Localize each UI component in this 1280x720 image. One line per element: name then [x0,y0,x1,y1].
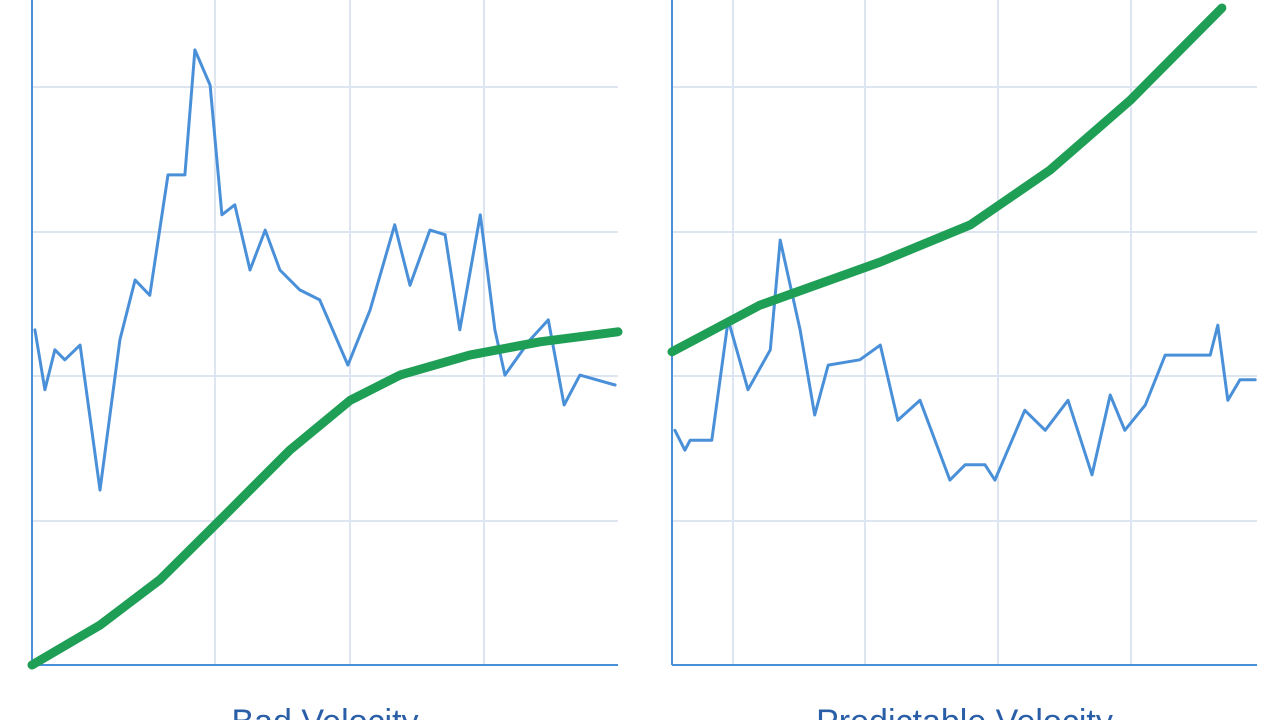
line-series [673,238,1257,482]
chart-title: Bad Velocity [231,703,418,720]
chart-title: Predictable Velocity [816,703,1113,720]
line-series [33,48,617,492]
line-series [667,3,1227,357]
line-series [27,327,623,670]
